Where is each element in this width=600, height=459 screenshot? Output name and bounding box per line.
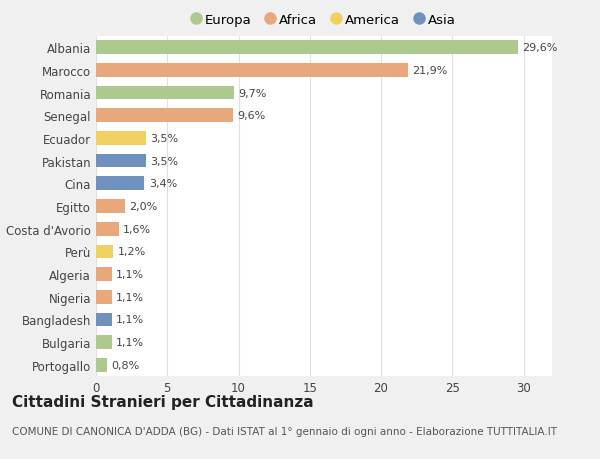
Bar [96, 132, 146, 146]
Text: 21,9%: 21,9% [412, 66, 448, 76]
Text: 9,7%: 9,7% [239, 88, 267, 98]
Text: 1,1%: 1,1% [116, 337, 144, 347]
Bar [96, 313, 112, 326]
Bar [96, 268, 112, 281]
Bar [96, 41, 518, 55]
Text: 1,1%: 1,1% [116, 315, 144, 325]
Bar [96, 109, 233, 123]
Text: 1,1%: 1,1% [116, 292, 144, 302]
Text: 2,0%: 2,0% [129, 202, 157, 212]
Text: 29,6%: 29,6% [522, 43, 557, 53]
Bar [96, 177, 145, 190]
Bar [96, 358, 107, 372]
Bar [96, 245, 113, 258]
Bar [96, 155, 146, 168]
Bar [96, 336, 112, 349]
Text: COMUNE DI CANONICA D'ADDA (BG) - Dati ISTAT al 1° gennaio di ogni anno - Elabora: COMUNE DI CANONICA D'ADDA (BG) - Dati IS… [12, 426, 557, 436]
Text: 0,8%: 0,8% [112, 360, 140, 370]
Bar [96, 291, 112, 304]
Bar [96, 223, 119, 236]
Text: 3,5%: 3,5% [150, 134, 178, 144]
Text: 3,5%: 3,5% [150, 156, 178, 166]
Legend: Europa, Africa, America, Asia: Europa, Africa, America, Asia [193, 14, 455, 27]
Text: 9,6%: 9,6% [237, 111, 265, 121]
Bar [96, 87, 234, 100]
Text: 1,2%: 1,2% [118, 247, 146, 257]
Text: Cittadini Stranieri per Cittadinanza: Cittadini Stranieri per Cittadinanza [12, 394, 314, 409]
Bar [96, 64, 408, 78]
Text: 3,4%: 3,4% [149, 179, 177, 189]
Text: 1,6%: 1,6% [123, 224, 151, 234]
Bar [96, 200, 125, 213]
Text: 1,1%: 1,1% [116, 269, 144, 280]
